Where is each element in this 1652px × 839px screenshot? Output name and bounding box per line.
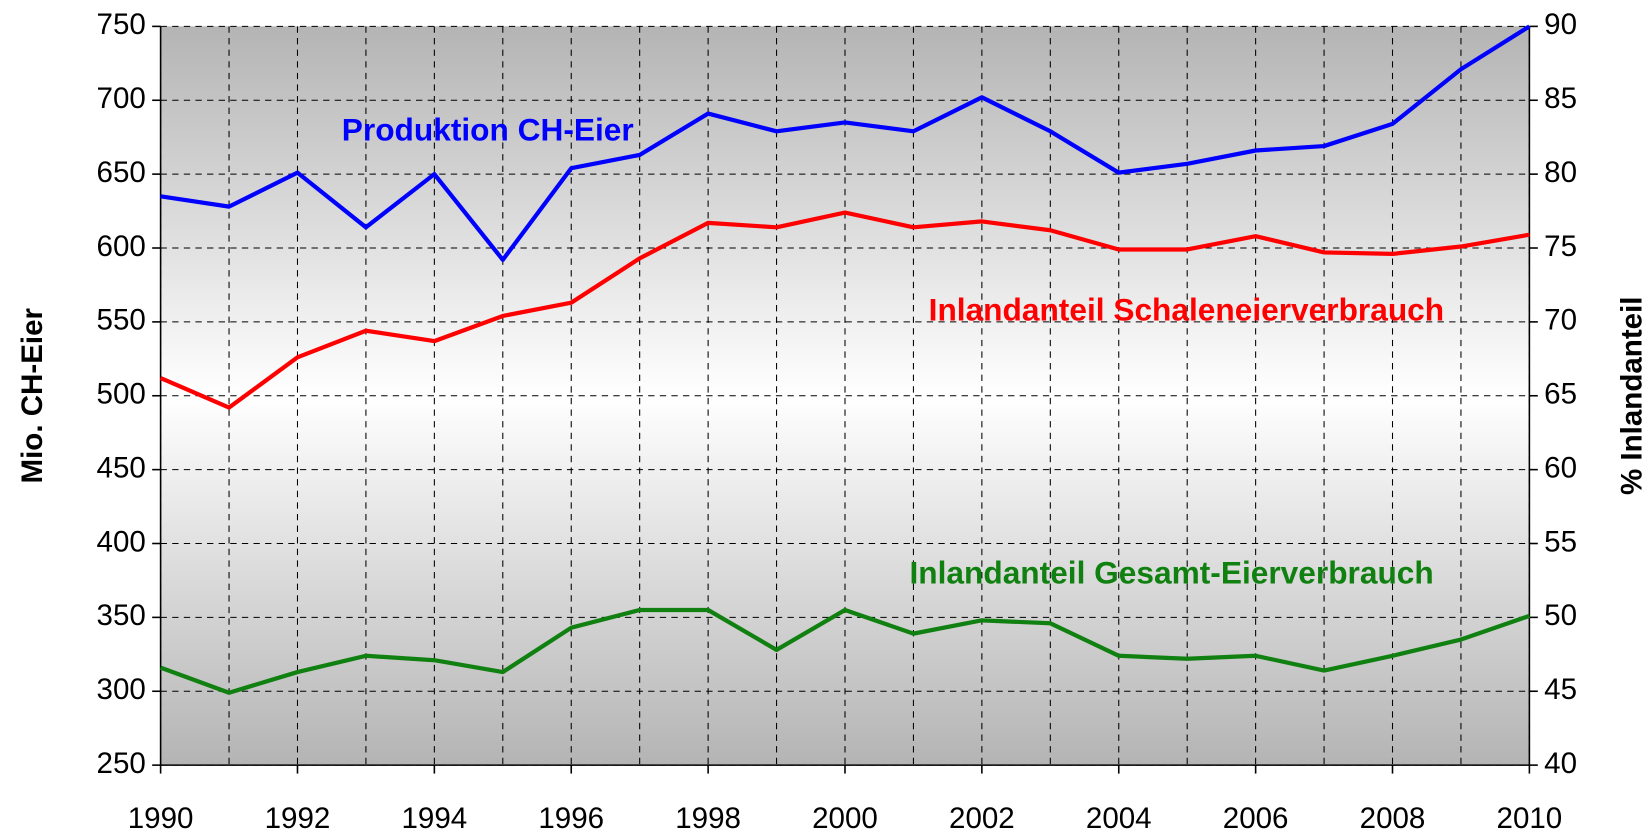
series-line xyxy=(159,607,1531,695)
y-tick-label: 500 xyxy=(97,378,146,411)
x-tick-label: 2002 xyxy=(949,802,1015,835)
y-tick-label: 300 xyxy=(97,673,146,706)
y2-tick-label: 85 xyxy=(1544,82,1577,115)
series-label: Inlandanteil Schaleneierverbrauch xyxy=(929,292,1444,328)
y-axis-label: Mio. CH-Eier xyxy=(16,307,49,483)
x-tick-label: 2000 xyxy=(812,802,878,835)
y2-tick-label: 75 xyxy=(1544,230,1577,263)
y-tick-label: 600 xyxy=(97,230,146,263)
y2-tick-label: 50 xyxy=(1544,599,1577,632)
x-tick-label: 2004 xyxy=(1086,802,1152,835)
y2-tick-label: 80 xyxy=(1544,156,1577,189)
y-tick-label: 450 xyxy=(97,451,146,484)
x-tick-label: 1990 xyxy=(128,802,194,835)
y2-tick-label: 90 xyxy=(1544,8,1577,41)
y-tick-label: 350 xyxy=(97,599,146,632)
y2-tick-label: 55 xyxy=(1544,525,1577,558)
y2-tick-label: 60 xyxy=(1544,451,1577,484)
x-tick-label: 2006 xyxy=(1223,802,1289,835)
x-tick-label: 2010 xyxy=(1497,802,1563,835)
series-label: Inlandanteil Gesamt-Eierverbrauch xyxy=(909,555,1433,591)
series-label: Produktion CH-Eier xyxy=(342,111,634,147)
y-tick-label: 700 xyxy=(97,82,146,115)
y2-tick-label: 45 xyxy=(1544,673,1577,706)
y-tick-label: 750 xyxy=(97,8,146,41)
y2-axis-label: % Inlandanteil xyxy=(1616,296,1649,495)
x-tick-label: 1998 xyxy=(675,802,741,835)
x-tick-label: 1992 xyxy=(265,802,331,835)
series-line xyxy=(159,210,1530,410)
y2-tick-label: 70 xyxy=(1544,304,1577,337)
y-tick-label: 550 xyxy=(97,304,146,337)
series-line xyxy=(160,24,1531,262)
y2-tick-label: 65 xyxy=(1544,378,1577,411)
x-tick-label: 1996 xyxy=(538,802,604,835)
y-tick-label: 400 xyxy=(97,525,146,558)
y-tick-label: 650 xyxy=(97,156,146,189)
y2-tick-label: 40 xyxy=(1544,747,1577,780)
y-tick-label: 250 xyxy=(97,747,146,780)
x-tick-label: 2008 xyxy=(1360,802,1426,835)
x-tick-label: 1994 xyxy=(402,802,468,835)
